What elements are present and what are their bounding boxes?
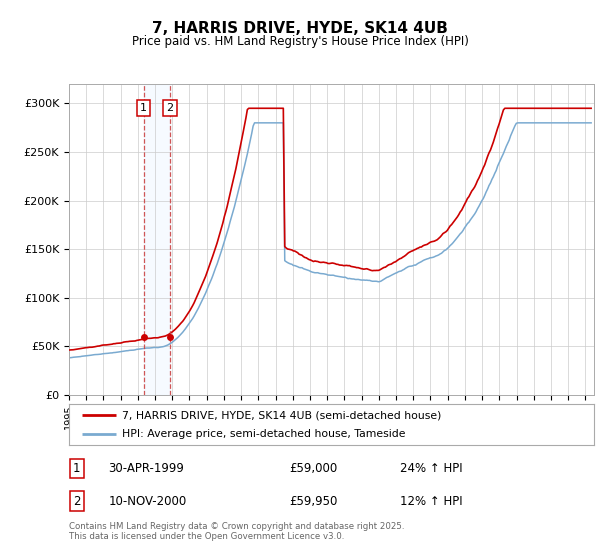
Text: Price paid vs. HM Land Registry's House Price Index (HPI): Price paid vs. HM Land Registry's House … (131, 35, 469, 48)
Text: £59,000: £59,000 (290, 462, 338, 475)
Text: £59,950: £59,950 (290, 494, 338, 508)
Text: 2: 2 (166, 103, 173, 113)
Text: 30-APR-1999: 30-APR-1999 (109, 462, 184, 475)
Text: HPI: Average price, semi-detached house, Tameside: HPI: Average price, semi-detached house,… (121, 429, 405, 439)
Bar (143, 84, 170, 395)
Text: 7, HARRIS DRIVE, HYDE, SK14 4UB: 7, HARRIS DRIVE, HYDE, SK14 4UB (152, 21, 448, 36)
Text: 10-NOV-2000: 10-NOV-2000 (109, 494, 187, 508)
Text: 24% ↑ HPI: 24% ↑ HPI (400, 462, 463, 475)
Text: 1: 1 (73, 462, 80, 475)
Text: 12% ↑ HPI: 12% ↑ HPI (400, 494, 463, 508)
Text: 1: 1 (140, 103, 147, 113)
Text: Contains HM Land Registry data © Crown copyright and database right 2025.
This d: Contains HM Land Registry data © Crown c… (69, 522, 404, 542)
Text: 7, HARRIS DRIVE, HYDE, SK14 4UB (semi-detached house): 7, HARRIS DRIVE, HYDE, SK14 4UB (semi-de… (121, 410, 441, 421)
Text: 2: 2 (73, 494, 80, 508)
